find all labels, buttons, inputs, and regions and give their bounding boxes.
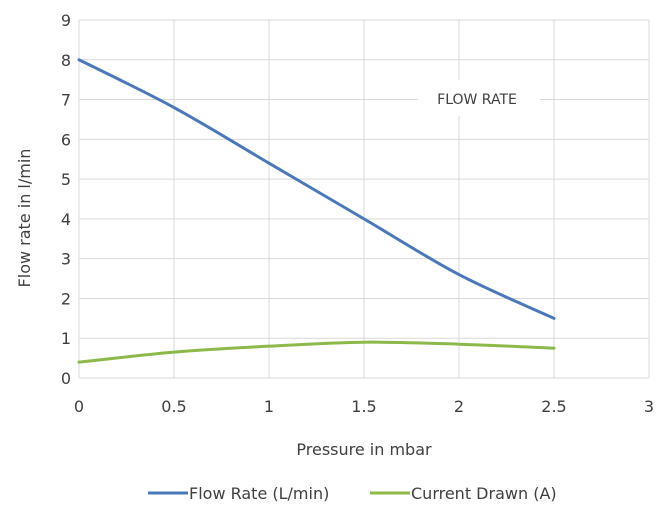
y-tick-label: 8 (61, 51, 71, 70)
annotation: FLOW RATE (418, 80, 540, 116)
x-tick-label: 2.5 (541, 397, 566, 416)
legend-label-current-drawn: Current Drawn (A) (411, 484, 557, 503)
x-tick-label: 1 (264, 397, 274, 416)
y-tick-label: 6 (61, 130, 71, 149)
y-tick-label: 3 (61, 250, 71, 269)
series-line-1 (77, 340, 556, 364)
x-tick-label: 3 (644, 397, 654, 416)
legend: Flow Rate (L/min) Current Drawn (A) (148, 484, 557, 503)
y-tick-label: 4 (61, 210, 71, 229)
x-axis-title: Pressure in mbar (296, 440, 432, 459)
x-tick-label: 2 (454, 397, 464, 416)
y-tick-label: 1 (61, 329, 71, 348)
y-axis-ticks: 0 1 2 3 4 5 6 7 8 9 (61, 11, 71, 388)
y-axis-title: Flow rate in l/min (15, 149, 34, 288)
y-tick-label: 9 (61, 11, 71, 30)
x-tick-label: 0.5 (161, 397, 186, 416)
y-tick-label: 0 (61, 369, 71, 388)
grid (78, 19, 650, 379)
x-tick-label: 1.5 (351, 397, 376, 416)
y-tick-label: 5 (61, 170, 71, 189)
y-tick-label: 7 (61, 91, 71, 110)
y-tick-label: 2 (61, 289, 71, 308)
x-axis-ticks: 0 0.5 1 1.5 2 2.5 3 (74, 397, 654, 416)
legend-label-flow-rate: Flow Rate (L/min) (189, 484, 329, 503)
series-lines (77, 58, 556, 364)
x-tick-label: 0 (74, 397, 84, 416)
annotation-background (418, 80, 540, 116)
series-line-0 (77, 58, 556, 320)
annotation-label: FLOW RATE (437, 92, 517, 108)
